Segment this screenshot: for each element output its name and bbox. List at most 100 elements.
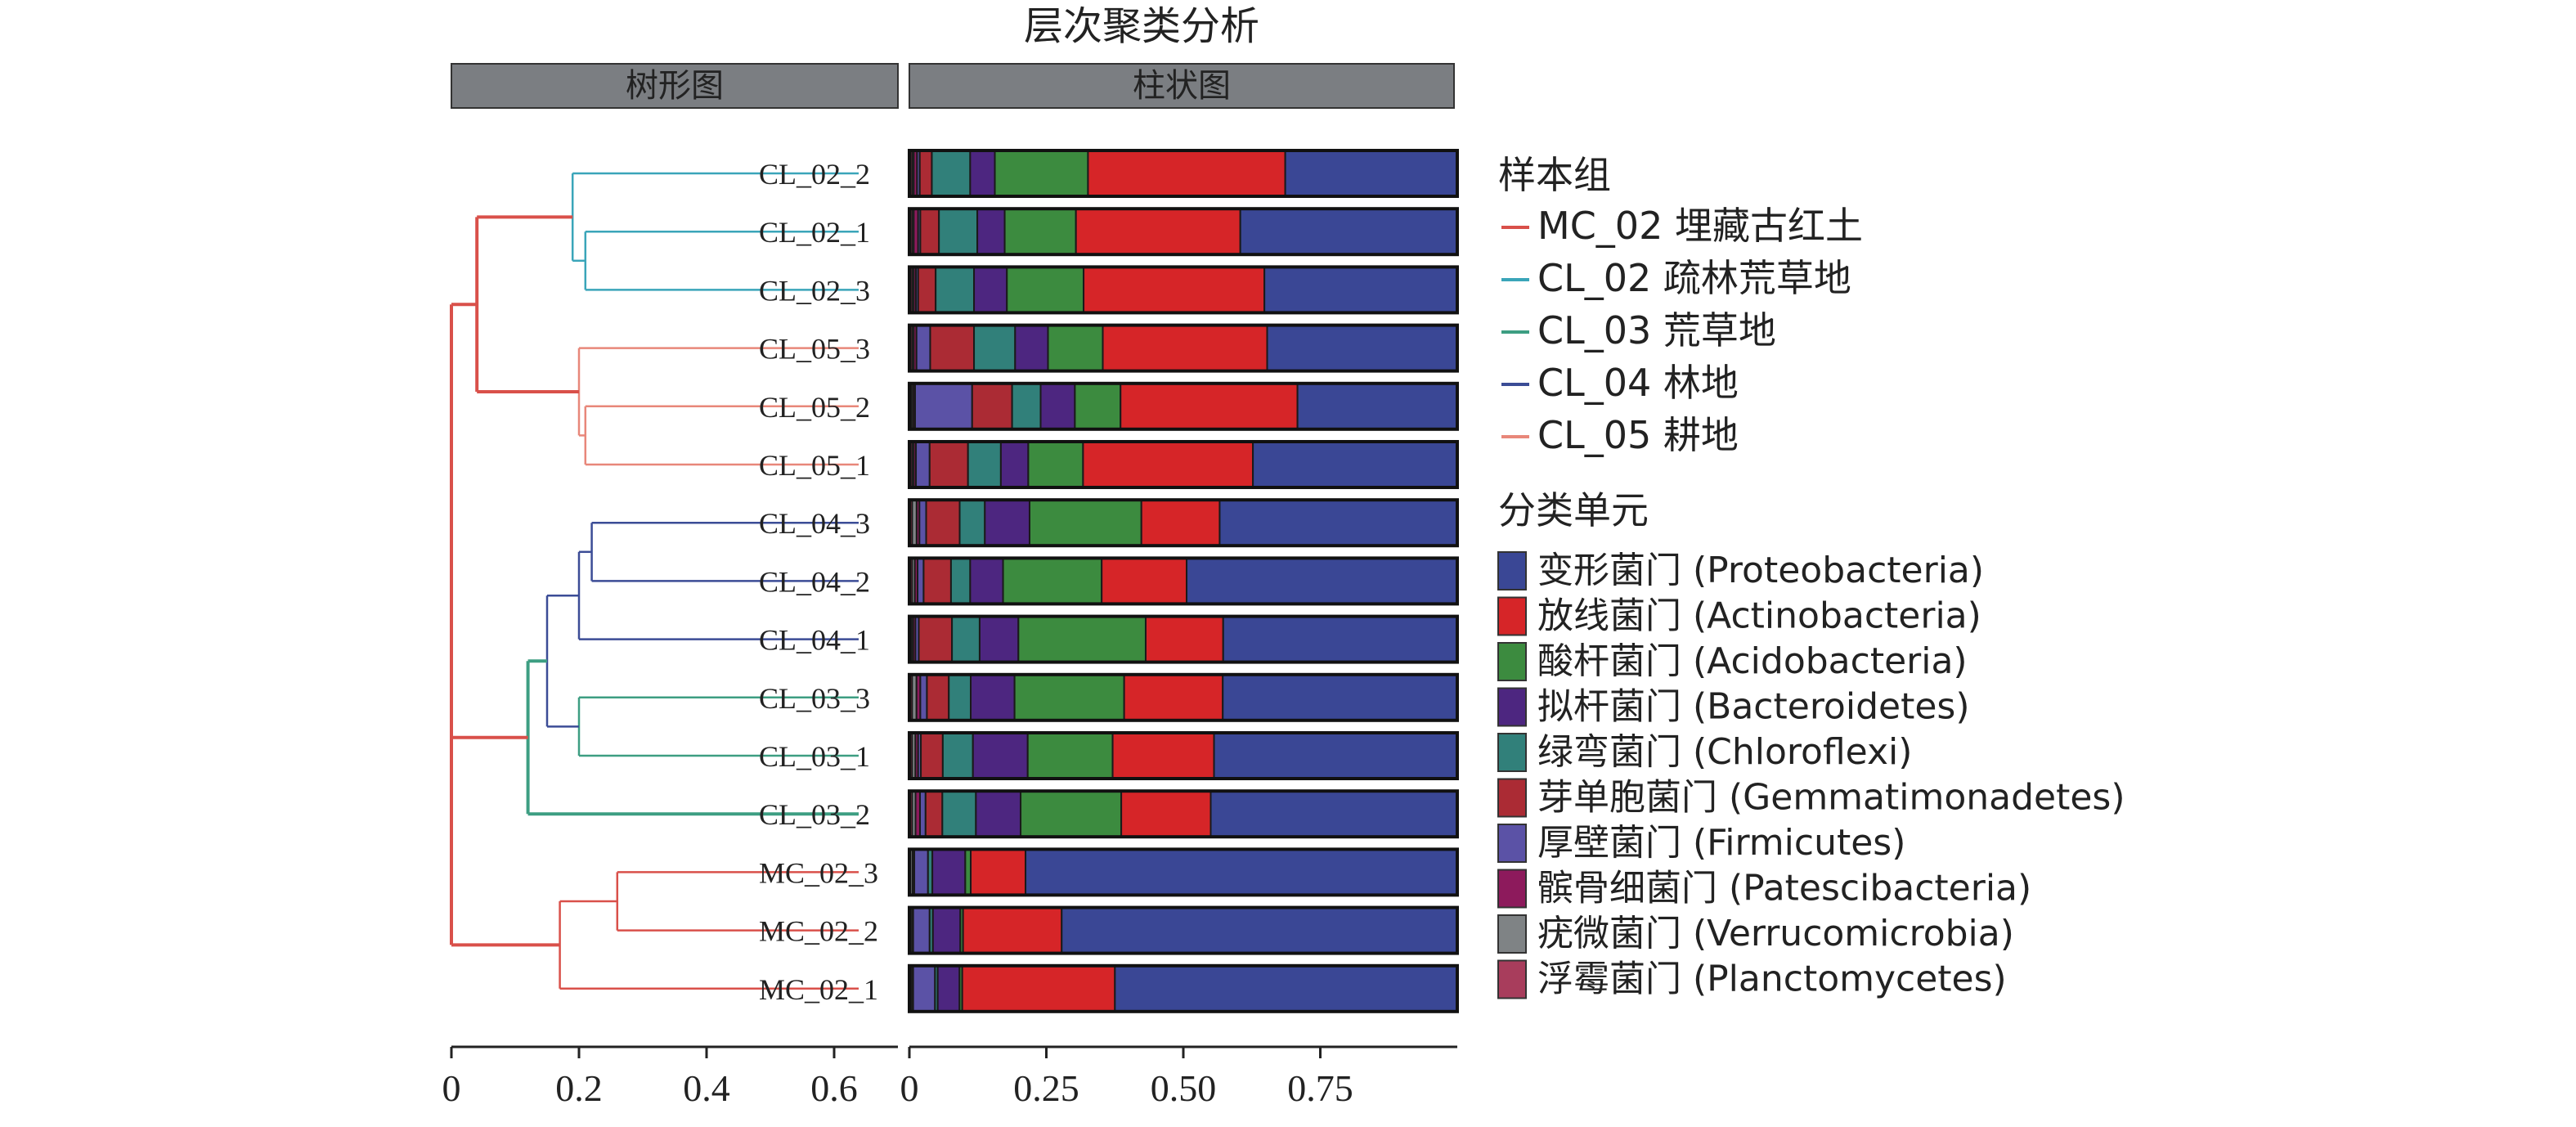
bar-outline [908, 498, 1459, 548]
bar-segment [926, 673, 950, 721]
bar-segment [1013, 673, 1125, 721]
bar-outline [908, 381, 1459, 431]
bar-segment [1061, 906, 1458, 954]
stacked-bars [908, 149, 1459, 1013]
sample-label: CL_05_3 [759, 333, 870, 366]
bar-segment [1218, 499, 1458, 547]
bar-segment [969, 150, 996, 197]
bar-segment [913, 848, 929, 896]
sample-label: CL_03_2 [759, 798, 870, 831]
bar-segment [961, 964, 1116, 1013]
bar-segment [1028, 499, 1142, 547]
bar-segment [1284, 150, 1458, 197]
legend-group-label: CL_05 耕地 [1537, 413, 1739, 457]
bar-segment [1006, 266, 1085, 314]
bar-segment [951, 615, 981, 663]
bar-outline [908, 556, 1459, 606]
bar-segment [1027, 441, 1084, 488]
legend-taxon-swatch [1497, 959, 1527, 999]
bar-segment [973, 266, 1008, 314]
bar-segment [938, 208, 979, 256]
bar-segment [913, 382, 973, 430]
bar-segment [1296, 382, 1459, 430]
bar-segment [922, 557, 952, 605]
bar-segment [1003, 208, 1077, 256]
sample-label: CL_04_3 [759, 507, 870, 540]
legend-taxon-label: 拟杆菌门 (Bacteroidetes) [1537, 686, 1970, 728]
sample-label: CL_05_1 [759, 449, 870, 482]
bar-segment [931, 150, 972, 197]
bar-segment [915, 441, 931, 488]
bar-segment [973, 324, 1016, 372]
dendrogram-header-label: 树形图 [626, 67, 724, 105]
bar-segment [1123, 673, 1224, 721]
tick-label: 0.50 [1151, 1067, 1217, 1109]
legend-taxon-swatch [1497, 778, 1527, 818]
legend-groups-title: 样本组 [1498, 153, 1611, 197]
bar-segment [969, 557, 1004, 605]
bar-segment [915, 324, 931, 372]
legend-taxon-swatch [1497, 733, 1527, 772]
bar-outline [908, 731, 1459, 780]
legend-taxa: 变形菌门 (Proteobacteria)放线菌门 (Actinobacteri… [1497, 550, 2125, 1000]
bar-segment [929, 324, 976, 372]
legend-taxa-title: 分类单元 [1498, 488, 1649, 532]
bar-segment [970, 848, 1027, 896]
bar-segment [918, 499, 927, 547]
bar-segment [1252, 441, 1458, 488]
bar-segment [1144, 615, 1224, 663]
bar-outline [908, 323, 1459, 373]
bar-segment [917, 557, 925, 605]
bar-segment [918, 790, 927, 838]
bar-segment [964, 848, 972, 896]
bar-segment [1026, 732, 1114, 779]
bar-segment [912, 906, 931, 954]
bar-segment [1101, 557, 1188, 605]
legend-taxon-swatch [1497, 551, 1527, 590]
bar-segment [1082, 441, 1254, 488]
legend-taxon-swatch [1497, 642, 1527, 681]
bar-segment [1263, 266, 1459, 314]
tick-label: 0.75 [1287, 1067, 1353, 1109]
legend-taxon-label: 厚壁菌门 (Firmicutes) [1537, 822, 1905, 864]
bar-segment [976, 208, 1006, 256]
bar-segment [1039, 382, 1076, 430]
bar-segment [1209, 790, 1458, 838]
bar-segment [958, 499, 986, 547]
tick-label: 0.4 [683, 1067, 730, 1109]
bar-segment [1111, 732, 1215, 779]
bar-segment [984, 499, 1030, 547]
legend-taxon-label: 酸杆菌门 (Acidobacteria) [1537, 640, 1968, 682]
bar-segment [1002, 557, 1103, 605]
legend-taxon-label: 绿弯菌门 (Chloroflexi) [1537, 731, 1912, 773]
bar-segment [918, 150, 933, 197]
legend-taxon-swatch [1497, 914, 1527, 954]
dendrogram [450, 172, 859, 990]
tick-label: 0 [442, 1067, 461, 1109]
bar-segment [917, 266, 937, 314]
bar-outline [908, 440, 1459, 489]
bar-segment [972, 732, 1029, 779]
bar-segment [1186, 557, 1459, 605]
sample-label: CL_05_2 [759, 391, 870, 424]
bar-segment [1047, 324, 1104, 372]
legend-taxon-swatch [1497, 869, 1527, 909]
bar-segment [912, 964, 936, 1013]
bar-segment [1239, 208, 1459, 256]
bar-segment [919, 673, 928, 721]
bar-outline [908, 207, 1459, 257]
bar-outline [908, 963, 1459, 1013]
bar-segment [918, 615, 954, 663]
legend-taxon-label: 放线菌门 (Actinobacteria) [1537, 595, 1981, 637]
bar-segment [999, 441, 1030, 488]
bars-header [909, 63, 1455, 109]
dendrogram-x-axis: 0 0.2 0.4 0.6 [442, 1045, 898, 1109]
sample-label: MC_02_1 [759, 973, 878, 1006]
bar-segment [978, 615, 1020, 663]
bar-segment [1083, 266, 1266, 314]
bar-segment [975, 790, 1022, 838]
bar-segment [1025, 848, 1459, 896]
bar-outline [908, 847, 1459, 897]
bar-outline [908, 265, 1459, 315]
legend-taxon-label: 芽单胞菌门 (Gemmatimonadetes) [1537, 777, 2125, 819]
